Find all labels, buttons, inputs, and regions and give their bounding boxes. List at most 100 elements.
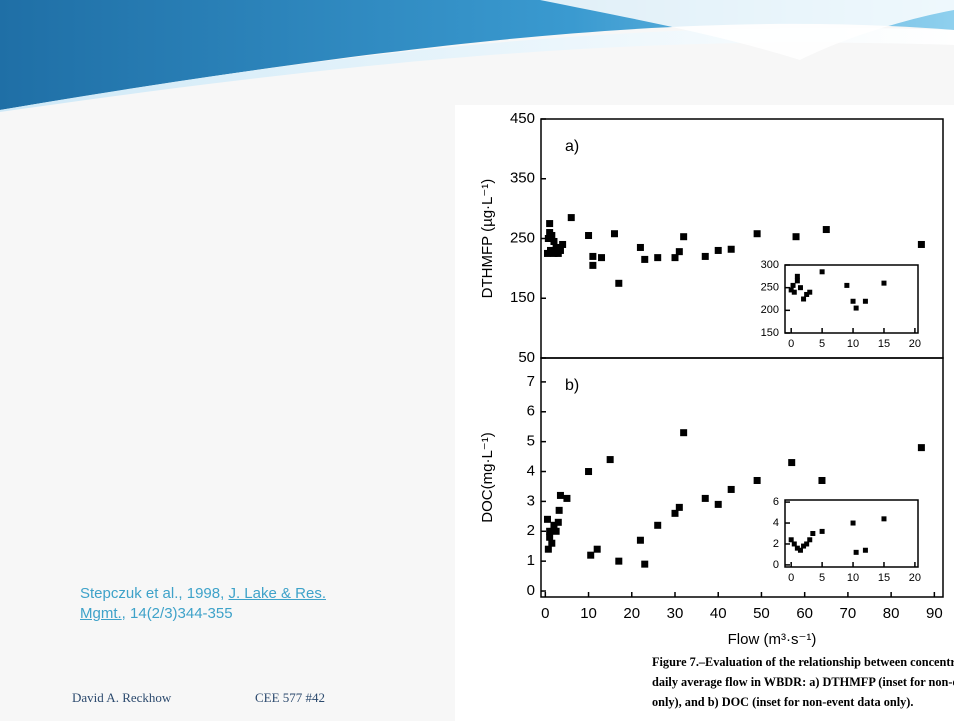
data-point [589, 252, 597, 260]
data-point [559, 240, 567, 248]
data-point [727, 485, 735, 493]
data-point [546, 527, 554, 535]
data-point [654, 254, 662, 262]
data-point [615, 557, 623, 565]
data-point [804, 291, 810, 297]
data-point [671, 509, 679, 517]
data-point [615, 279, 623, 287]
x-tick-label: 5 [819, 572, 825, 584]
x-tick-label: 0 [788, 338, 794, 350]
y-tick-label: 50 [518, 349, 535, 366]
x-tick-label: 15 [878, 572, 890, 584]
data-point [654, 521, 662, 529]
data-point [850, 298, 856, 304]
data-point [544, 545, 552, 553]
y-axis-label: DOC(mg·L⁻¹) [479, 432, 496, 522]
x-tick-label: 60 [796, 605, 813, 622]
data-point [675, 503, 683, 511]
citation-link[interactable]: J. Lake & Res. Mgmt. [80, 585, 326, 622]
x-tick-label: 40 [710, 605, 727, 622]
data-point [797, 285, 803, 291]
data-point [797, 547, 803, 553]
data-point [552, 527, 560, 535]
data-point [794, 545, 800, 551]
data-point [606, 456, 614, 464]
y-tick-label: 1 [527, 552, 535, 569]
data-point [791, 541, 797, 547]
footer-course: CEE 577 #42 [255, 690, 326, 705]
data-point [548, 232, 556, 240]
data-point [671, 254, 679, 262]
data-point [792, 233, 800, 241]
figure-area [455, 105, 954, 721]
data-point [862, 547, 868, 553]
y-tick-label: 250 [510, 229, 535, 246]
data-point [556, 246, 564, 254]
data-point [853, 305, 859, 311]
data-point [807, 289, 813, 295]
panel-label: a) [565, 138, 579, 155]
data-point [589, 261, 597, 269]
y-tick-label: 2 [773, 538, 779, 550]
y-tick-label: 7 [527, 373, 535, 390]
data-point [554, 518, 562, 526]
x-tick-label: 5 [819, 338, 825, 350]
data-point [810, 531, 816, 536]
data-point [794, 273, 800, 279]
data-point [636, 536, 644, 544]
caption-line: daily average flow in WBDR: a) DTHMFP (i… [652, 675, 954, 689]
y-axis-label: DTHMFP (µg·L⁻¹) [479, 179, 496, 299]
data-point [550, 237, 558, 245]
y-tick-label: 300 [761, 259, 779, 271]
y-tick-label: 450 [510, 110, 535, 127]
data-point [556, 491, 564, 499]
x-tick-label: 90 [926, 605, 943, 622]
figure-caption: Figure 7.–Evaluation of the relationship… [652, 655, 954, 709]
y-tick-label: 250 [761, 282, 779, 294]
x-tick-label: 80 [883, 605, 900, 622]
data-point [641, 255, 649, 263]
y-tick-label: 150 [761, 327, 779, 339]
y-tick-label: 150 [510, 289, 535, 306]
x-axis-label: Flow (m³·s⁻¹) [728, 631, 817, 648]
data-point [550, 249, 558, 257]
data-point [610, 230, 618, 238]
plot-frame [540, 357, 944, 598]
data-point [794, 278, 800, 284]
y-tick-label: 350 [510, 170, 535, 187]
x-tick-label: 0 [788, 572, 794, 584]
header-band [0, 27, 954, 112]
x-tick-label: 20 [623, 605, 640, 622]
data-point [546, 533, 554, 541]
data-point [543, 515, 551, 523]
data-point [862, 298, 868, 304]
x-tick-label: 20 [909, 572, 921, 584]
citation: Stepczuk et al., 1998, J. Lake & Res. Mg… [80, 584, 370, 624]
data-point [822, 226, 830, 234]
data-point [701, 494, 709, 502]
citation-text: Stepczuk et al., 1998, [80, 585, 225, 602]
data-point [714, 500, 722, 508]
y-tick-label: 6 [527, 403, 535, 420]
data-point [548, 539, 556, 547]
caption-line: Figure 7.–Evaluation of the relationship… [652, 655, 954, 669]
y-tick-label: 5 [527, 433, 535, 450]
data-point [680, 429, 688, 437]
data-point [818, 476, 826, 484]
data-point [917, 240, 925, 248]
data-point [819, 269, 825, 275]
data-point [801, 543, 807, 549]
header-swoosh [0, 0, 954, 110]
x-tick-label: 10 [580, 605, 597, 622]
data-point [585, 468, 593, 476]
data-point [585, 232, 593, 240]
data-point [881, 280, 887, 286]
data-point [555, 506, 563, 514]
data-point [636, 243, 644, 251]
y-tick-label: 3 [527, 492, 535, 509]
plot-frame [784, 499, 919, 568]
data-point [790, 282, 796, 288]
data-point [546, 220, 554, 228]
